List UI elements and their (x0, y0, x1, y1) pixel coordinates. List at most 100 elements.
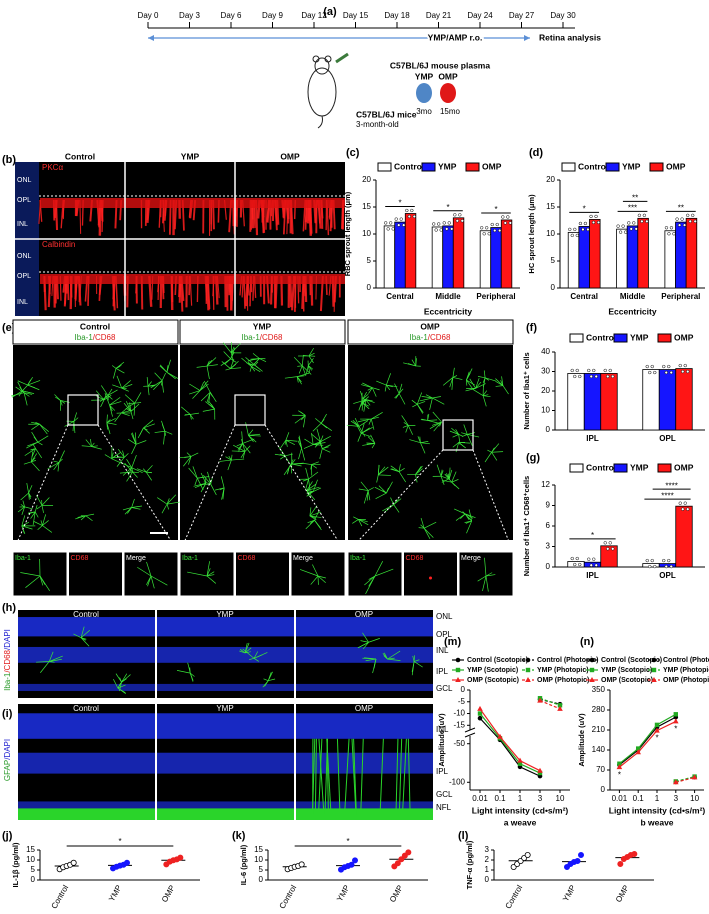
microglia (310, 575, 319, 585)
data-point (70, 859, 77, 866)
marker (537, 770, 543, 776)
data-point (298, 861, 305, 868)
marker (673, 712, 678, 717)
x-tick-label: Middle (435, 292, 461, 301)
microglia (106, 422, 108, 430)
microglia (301, 354, 304, 366)
significance: ** (632, 193, 638, 202)
microglia (91, 442, 95, 447)
microglia (297, 375, 305, 378)
marker (651, 667, 657, 673)
microglia (373, 658, 377, 666)
microglia (415, 466, 422, 475)
y-tick-label: 12 (541, 480, 550, 489)
replicate-dot (616, 224, 620, 228)
microglia (164, 430, 173, 435)
legend-label: YMP (Photopic) (537, 667, 589, 674)
microglia (142, 468, 147, 473)
microglia (194, 478, 198, 486)
microglia (482, 575, 487, 591)
nuclei (157, 683, 294, 691)
microglia (35, 448, 43, 459)
microglia (41, 497, 50, 506)
significance: * (398, 199, 401, 208)
replicate-dot (677, 223, 682, 227)
inset-label: CD68 (238, 555, 256, 562)
microglia (37, 525, 43, 530)
column-title: OMP (420, 321, 440, 331)
microglia (95, 390, 105, 401)
legend-label: Control (394, 161, 424, 171)
microglia (440, 475, 451, 480)
roi-box (67, 394, 99, 426)
microglia (189, 672, 194, 682)
microglia (313, 444, 324, 446)
gfap-fiber (407, 738, 411, 815)
microglia (220, 476, 225, 488)
microglia (166, 371, 176, 380)
replicate-dot (667, 558, 671, 563)
microglia (361, 433, 371, 437)
microglia (146, 377, 149, 387)
microglia (81, 445, 92, 447)
legend-swatch (465, 162, 480, 172)
column-title: Control (65, 151, 95, 161)
microglia (298, 448, 302, 460)
legend-swatch (657, 333, 672, 343)
x-tick-label: 0.01 (472, 794, 488, 803)
microglia (80, 637, 90, 647)
microglia (26, 483, 29, 494)
x-tick-label: Control (50, 883, 71, 910)
microglia (200, 472, 207, 484)
microglia (107, 395, 113, 400)
y-tick-label: -15 (453, 720, 465, 729)
legend-label: OMP (674, 462, 694, 472)
microglia (495, 378, 504, 386)
significance: * (494, 205, 497, 214)
microglia (242, 443, 251, 454)
microglia (42, 525, 53, 533)
y-tick-label: 0 (546, 425, 551, 434)
microglia (48, 651, 54, 662)
replicate-dot (672, 232, 676, 236)
microglia (420, 517, 425, 529)
microglia (130, 411, 134, 420)
microglia (362, 632, 369, 643)
replicate-dot (578, 562, 582, 567)
replicate-dot (662, 558, 666, 563)
layer: GCL (436, 790, 453, 799)
microglia (312, 479, 318, 492)
bar (452, 217, 465, 289)
microglia (491, 443, 500, 453)
axis-break-mark (464, 727, 476, 738)
replicate-dot (508, 221, 512, 225)
microglia (133, 403, 136, 416)
microglia (225, 456, 232, 461)
microglia (374, 561, 384, 577)
microglia (49, 661, 55, 663)
bar (578, 226, 590, 289)
data-point (617, 861, 624, 868)
microglia (21, 515, 26, 526)
replicate-dot (506, 215, 510, 219)
zoom-line (12, 424, 69, 553)
microglia (109, 397, 121, 406)
day-label: Day 0 (138, 11, 159, 20)
replicate-dot (691, 213, 695, 217)
bar (658, 369, 677, 431)
data-point (351, 857, 358, 864)
microglia (458, 442, 471, 444)
microglia (411, 359, 417, 367)
microglia (301, 448, 306, 461)
marker (455, 667, 461, 673)
panel-label: (c) (346, 147, 360, 159)
microglia (103, 394, 112, 401)
y-tick-label: 70 (596, 765, 605, 774)
micrograph-i: Control YMP OMP INL IPL GCL NFL (18, 704, 453, 820)
header-box (179, 319, 346, 345)
marker (557, 705, 563, 711)
replicate-dot (407, 214, 411, 219)
marker (537, 767, 543, 773)
legend-label: OMP (Scotopic) (467, 677, 519, 684)
microglia (206, 392, 211, 403)
